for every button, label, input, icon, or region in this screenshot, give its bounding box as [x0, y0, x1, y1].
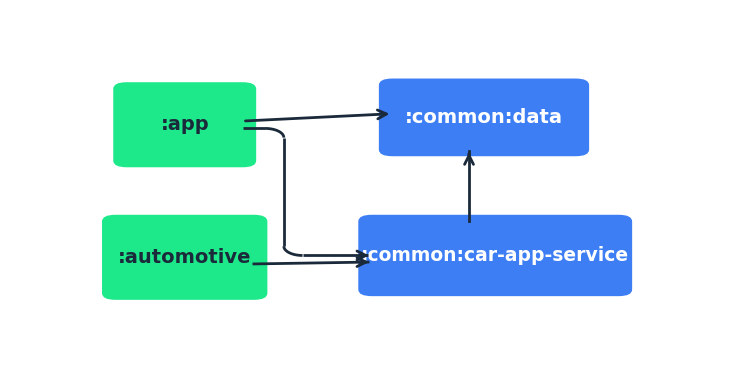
FancyBboxPatch shape [113, 82, 256, 167]
Text: :app: :app [161, 115, 209, 134]
FancyBboxPatch shape [102, 215, 267, 300]
FancyBboxPatch shape [358, 215, 632, 296]
FancyBboxPatch shape [379, 79, 589, 156]
Text: :automotive: :automotive [118, 248, 252, 267]
Text: :common:car-app-service: :common:car-app-service [361, 246, 629, 265]
Text: :common:data: :common:data [405, 108, 563, 127]
